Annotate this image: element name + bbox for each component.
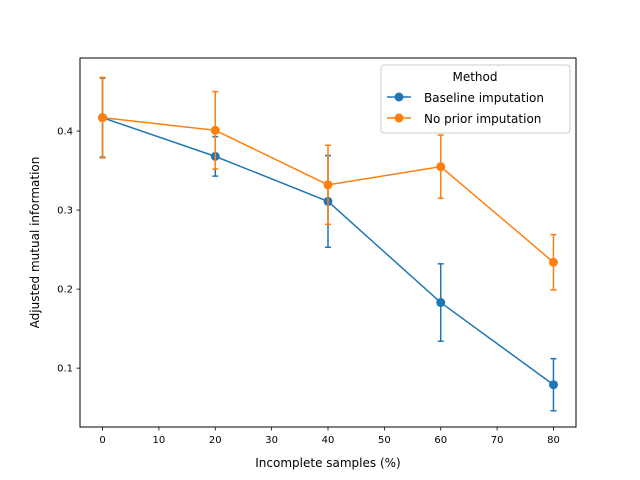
y-axis-ticks: 0.1 0.2 0.3 0.4 — [57, 127, 80, 375]
y-tick-label: 0.3 — [57, 206, 73, 217]
x-tick-label: 60 — [434, 435, 447, 446]
data-point — [436, 298, 446, 308]
data-point — [210, 125, 220, 135]
series-baseline — [98, 77, 558, 412]
x-tick-label: 50 — [378, 435, 391, 446]
series-layer — [98, 76, 558, 412]
x-tick-label: 20 — [209, 435, 222, 446]
data-point — [323, 180, 333, 190]
x-tick-label: 80 — [547, 435, 560, 446]
x-tick-label: 30 — [265, 435, 278, 446]
legend: Method Baseline imputation No prior impu… — [380, 64, 571, 134]
legend-title: Method — [452, 70, 497, 84]
legend-entry-baseline: Baseline imputation — [387, 91, 544, 105]
x-axis-ticks: 0 10 20 30 40 50 60 70 80 — [99, 427, 560, 446]
legend-entry-no-prior: No prior imputation — [387, 112, 541, 126]
y-axis-label: Adjusted mutual information — [28, 157, 42, 329]
data-point — [548, 380, 558, 390]
y-tick-label: 0.1 — [57, 364, 73, 375]
x-tick-label: 10 — [153, 435, 166, 446]
plot-area — [79, 57, 577, 428]
data-point — [98, 113, 108, 123]
y-tick-label: 0.4 — [57, 127, 73, 138]
x-tick-label: 40 — [322, 435, 335, 446]
legend-label-no-prior: No prior imputation — [424, 112, 541, 126]
data-point — [436, 162, 446, 172]
x-tick-label: 70 — [491, 435, 504, 446]
y-tick-label: 0.2 — [57, 285, 73, 296]
x-tick-label: 0 — [99, 435, 105, 446]
legend-box — [380, 64, 571, 134]
series-no-prior — [98, 76, 558, 291]
data-point — [548, 257, 558, 267]
legend-marker-no-prior — [394, 113, 404, 123]
legend-label-baseline: Baseline imputation — [424, 91, 544, 105]
x-axis-label: Incomplete samples (%) — [255, 456, 400, 470]
legend-marker-baseline — [394, 92, 404, 102]
